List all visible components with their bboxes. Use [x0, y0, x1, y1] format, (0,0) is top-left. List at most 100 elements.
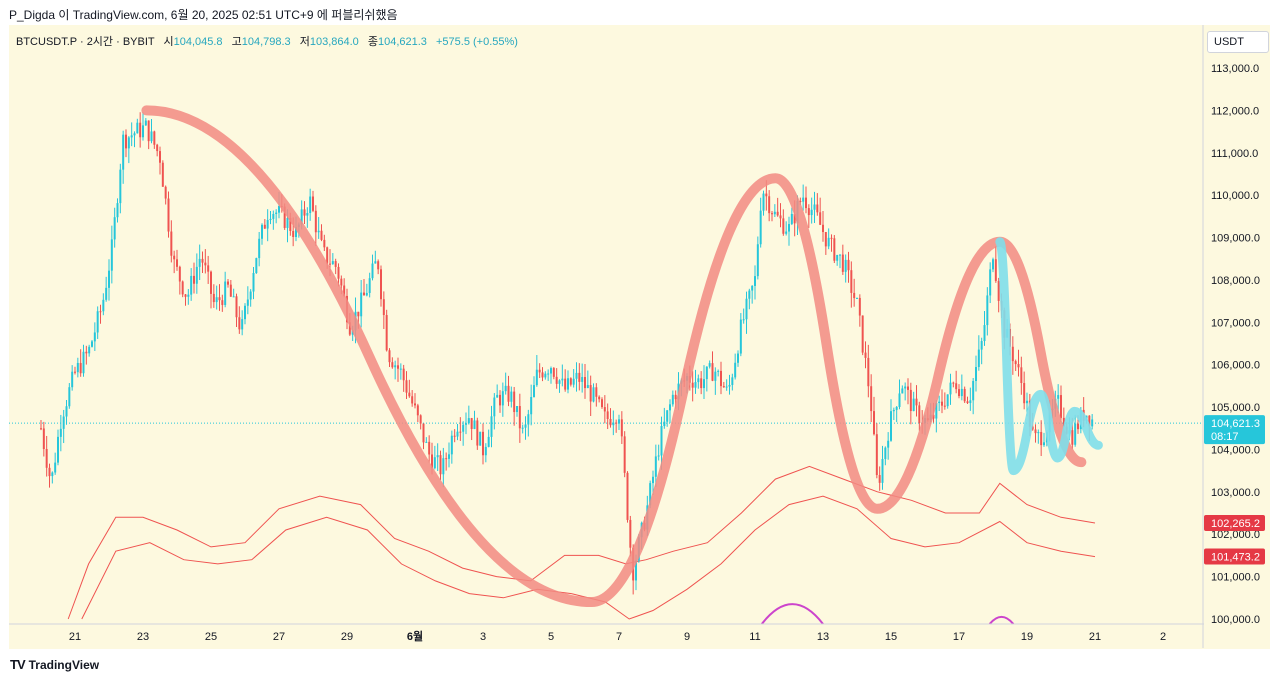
tradingview-brand[interactable]: TV TradingView — [10, 657, 99, 672]
candle-body — [147, 120, 150, 142]
candle — [782, 209, 785, 236]
candle — [813, 191, 816, 223]
candle — [887, 432, 890, 460]
candle — [572, 369, 575, 388]
candle — [408, 379, 411, 398]
candle-body — [703, 379, 705, 389]
candle-body — [771, 213, 773, 215]
candle — [377, 259, 380, 275]
candle — [221, 294, 224, 312]
candle-body — [1057, 395, 1060, 399]
candle — [244, 303, 246, 325]
candle — [550, 366, 552, 384]
candle-body — [419, 415, 422, 424]
candle — [156, 143, 159, 157]
candle-body — [65, 406, 68, 417]
candle-body — [516, 406, 518, 413]
candle-body — [292, 230, 295, 237]
candle — [714, 367, 717, 395]
candle-body — [524, 424, 527, 428]
candle — [419, 414, 422, 430]
candle — [884, 446, 887, 466]
candle-body — [652, 476, 654, 484]
candle — [737, 350, 739, 367]
candle — [521, 424, 524, 434]
price-tick-label: 105,000.0 — [1211, 402, 1260, 414]
candle-body — [853, 292, 856, 299]
candle — [170, 220, 173, 263]
candle — [768, 190, 771, 222]
candle — [669, 399, 671, 424]
candle — [303, 201, 306, 225]
candle — [527, 409, 530, 437]
candle — [507, 375, 510, 407]
time-tick-label: 21 — [1089, 631, 1101, 643]
price-tick-label: 100,000.0 — [1211, 614, 1260, 626]
candle — [490, 405, 493, 448]
candle — [142, 112, 144, 141]
candle-body — [907, 386, 909, 390]
candle — [1020, 356, 1023, 395]
candle-body — [487, 436, 490, 447]
candle — [385, 309, 388, 352]
candle — [125, 129, 127, 158]
candle-body — [479, 431, 482, 446]
high-value: 104,798.3 — [241, 36, 291, 48]
candle — [224, 271, 227, 308]
candle — [742, 308, 745, 324]
candle — [598, 395, 601, 403]
symbol-name[interactable]: BTCUSDT.P · 2시간 · BYBIT — [16, 36, 155, 48]
candle-body — [1071, 430, 1074, 445]
candle-body — [414, 403, 416, 406]
candle-body — [425, 441, 428, 443]
candle-body — [530, 397, 533, 415]
candle-body — [595, 387, 598, 397]
candle — [575, 362, 578, 392]
candle-body — [170, 231, 173, 256]
candle-body — [113, 217, 116, 240]
candle-body — [824, 232, 827, 247]
candle-body — [603, 407, 606, 412]
candle-body — [915, 398, 918, 406]
candle — [193, 262, 195, 294]
candle-body — [601, 399, 603, 408]
candle-body — [521, 427, 524, 429]
candle-body — [858, 297, 861, 316]
candle — [666, 409, 669, 427]
candle-body — [309, 196, 312, 214]
candle-body — [201, 258, 204, 263]
candle-body — [564, 378, 567, 390]
candle — [711, 351, 714, 382]
candle-body — [283, 206, 286, 228]
candle — [705, 366, 708, 392]
candle — [450, 430, 453, 464]
candle-body — [207, 265, 210, 272]
candle — [402, 364, 405, 392]
candle — [258, 232, 261, 267]
upper-band-line — [67, 465, 1096, 620]
candle — [898, 379, 901, 410]
candle — [255, 257, 258, 274]
candle-body — [125, 134, 127, 149]
current-price-tag-text: 08:17 — [1211, 431, 1239, 443]
candle-body — [1091, 419, 1094, 427]
candle-body — [943, 405, 946, 407]
candle-body — [807, 208, 810, 216]
time-tick-label: 11 — [749, 631, 760, 643]
candle — [235, 293, 238, 327]
candle — [108, 259, 110, 301]
candle-body — [708, 363, 711, 367]
candle-body — [473, 420, 476, 429]
candle — [147, 120, 150, 150]
candle — [731, 373, 734, 391]
currency-selector[interactable]: USDT — [1207, 31, 1269, 53]
candle-body — [754, 276, 756, 286]
candle-body — [116, 203, 119, 218]
candle — [445, 452, 448, 471]
candle-body — [575, 372, 578, 379]
candle-body — [382, 299, 385, 316]
candle — [524, 416, 527, 440]
candle-body — [431, 454, 433, 469]
candle — [839, 254, 841, 269]
candle — [728, 374, 731, 395]
